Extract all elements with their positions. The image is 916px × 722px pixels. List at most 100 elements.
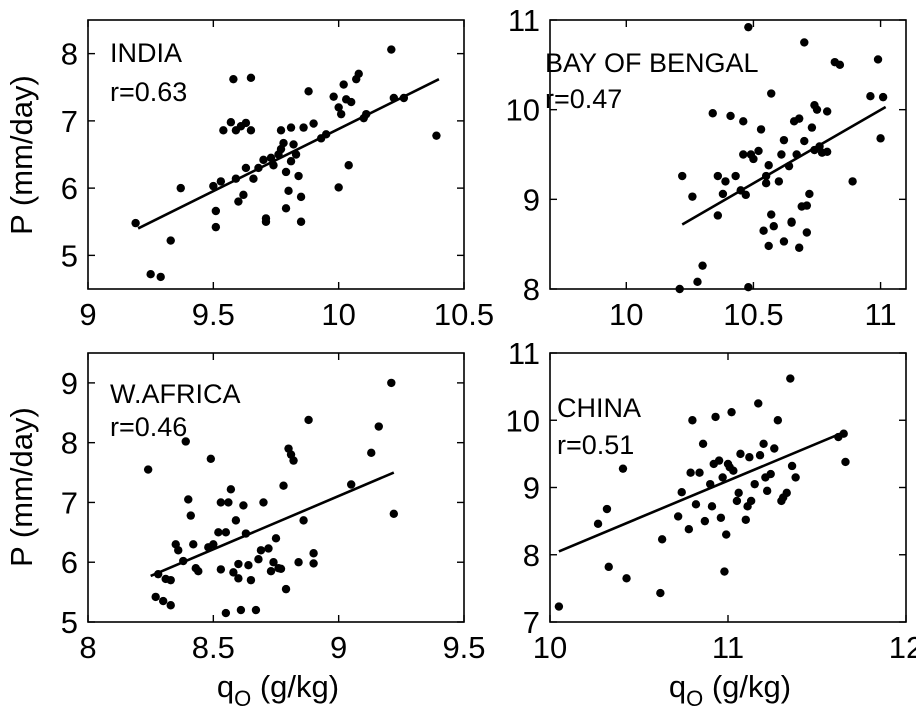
data-point <box>347 97 356 107</box>
data-point <box>234 197 243 206</box>
x-tick-label: 12 <box>889 630 916 665</box>
data-point <box>259 155 268 165</box>
data-point <box>805 189 814 199</box>
data-point <box>387 378 396 388</box>
data-point <box>166 601 175 610</box>
data-point <box>266 566 276 576</box>
data-point <box>791 473 800 482</box>
data-point <box>802 201 812 210</box>
data-point <box>618 464 628 473</box>
data-point <box>339 80 348 89</box>
data-point <box>239 190 248 200</box>
data-point <box>309 119 318 128</box>
x-tick-label: 10.5 <box>434 297 494 332</box>
x-tick-label: 9 <box>330 630 347 665</box>
data-point <box>194 566 203 576</box>
x-tick-label: 10 <box>533 630 567 665</box>
data-point <box>174 546 183 555</box>
data-point <box>782 488 791 498</box>
data-point <box>841 457 850 467</box>
data-point <box>229 568 238 577</box>
plot-frame <box>549 19 907 290</box>
data-point <box>720 567 729 576</box>
data-point <box>726 111 735 121</box>
data-point <box>234 559 243 569</box>
data-point <box>214 528 223 537</box>
data-point <box>279 138 288 148</box>
data-point <box>259 498 268 507</box>
data-point <box>873 55 883 64</box>
data-point <box>732 496 742 506</box>
correlation-label: r=0.46 <box>110 412 187 442</box>
data-point <box>206 454 216 464</box>
data-point <box>759 439 768 448</box>
data-point <box>731 171 740 181</box>
data-point <box>714 456 724 465</box>
data-point <box>166 236 175 245</box>
data-point <box>700 516 710 526</box>
data-point <box>807 123 817 132</box>
data-point <box>249 174 258 183</box>
data-point <box>236 605 246 615</box>
data-point <box>246 575 256 585</box>
data-point <box>602 504 612 514</box>
data-point <box>354 69 363 79</box>
data-point <box>234 574 243 583</box>
data-point <box>622 574 631 583</box>
data-point <box>296 217 306 226</box>
x-tick-label: 11 <box>712 630 744 665</box>
data-point <box>241 163 251 173</box>
data-point <box>241 118 251 128</box>
y-tick-label: 7 <box>523 605 540 640</box>
data-point <box>261 217 271 226</box>
data-point <box>739 150 748 159</box>
data-point <box>229 74 238 84</box>
data-point <box>688 416 697 425</box>
data-point <box>334 103 343 112</box>
data-point <box>554 602 564 611</box>
data-point <box>779 135 789 145</box>
data-point <box>281 167 291 177</box>
y-tick-label: 11 <box>508 3 540 38</box>
data-point <box>299 123 308 132</box>
x-tick-label: 9 <box>79 297 96 332</box>
data-point <box>698 439 708 448</box>
data-point <box>219 126 228 135</box>
data-point <box>251 605 261 615</box>
data-point <box>734 488 743 498</box>
data-point <box>189 540 198 549</box>
data-point <box>764 241 773 251</box>
data-point <box>707 502 717 511</box>
data-point <box>746 496 756 506</box>
data-point <box>767 210 776 219</box>
data-point <box>678 171 687 181</box>
data-point <box>181 437 190 446</box>
data-point <box>711 412 720 422</box>
data-point <box>770 444 779 453</box>
data-point <box>822 147 832 157</box>
data-point <box>131 218 140 228</box>
data-point <box>256 546 266 555</box>
data-point <box>216 565 226 574</box>
data-point <box>184 495 193 504</box>
correlation-label: r=0.51 <box>557 430 634 460</box>
data-point <box>266 153 276 163</box>
data-point <box>762 486 772 496</box>
data-point <box>822 107 832 116</box>
data-point <box>281 204 291 213</box>
y-tick-label: 8 <box>523 272 540 307</box>
x-tick-label: 10.5 <box>723 297 783 332</box>
region-label: BAY OF BENGAL <box>545 48 759 78</box>
data-point <box>159 596 168 606</box>
correlation-label: r=0.63 <box>110 77 187 107</box>
correlation-label: r=0.47 <box>545 84 622 114</box>
data-point <box>767 89 776 98</box>
y-tick-label: 9 <box>523 182 540 217</box>
data-point <box>777 150 786 159</box>
data-point <box>211 222 221 232</box>
data-point <box>231 516 241 525</box>
y-tick-label: 11 <box>508 336 540 371</box>
data-point <box>593 519 603 529</box>
data-point <box>795 114 804 123</box>
